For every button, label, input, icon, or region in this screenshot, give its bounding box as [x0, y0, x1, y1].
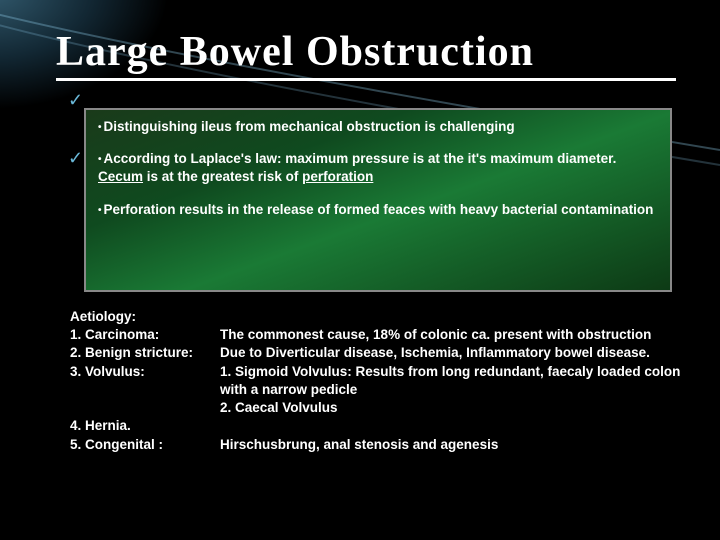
bullet-2: •According to Laplace's law: maximum pre… [98, 150, 658, 186]
aetiology-item: 4. Hernia. [70, 417, 690, 435]
aetiology-section: Aetiology: 1. Carcinoma: The commonest c… [70, 308, 690, 454]
aet-desc: 2. Caecal Volvulus [220, 399, 690, 417]
aet-desc [220, 417, 690, 435]
bullet-2-perforation: perforation [302, 169, 373, 184]
slide-title: Large Bowel Obstruction [56, 28, 676, 81]
aetiology-item: 2. Caecal Volvulus [70, 399, 690, 417]
aet-desc: Hirschusbrung, anal stenosis and agenesi… [220, 436, 690, 454]
aet-desc: Due to Diverticular disease, Ischemia, I… [220, 344, 690, 362]
bullet-2-post: is at the greatest risk of [143, 169, 302, 184]
aet-label: 2. Benign stricture: [70, 344, 220, 362]
aet-label: 3. Volvulus: [70, 363, 220, 399]
checkmark-icon: ✓ [68, 148, 83, 169]
bullet-1-text: Distinguishing ileus from mechanical obs… [104, 119, 515, 134]
aetiology-item: 1. Carcinoma: The commonest cause, 18% o… [70, 326, 690, 344]
checkmark-icon: ✓ [68, 90, 83, 111]
aetiology-item: 5. Congenital : Hirschusbrung, anal sten… [70, 436, 690, 454]
aet-desc: The commonest cause, 18% of colonic ca. … [220, 326, 690, 344]
aetiology-item: 3. Volvulus: 1. Sigmoid Volvulus: Result… [70, 363, 690, 399]
aetiology-heading: Aetiology: [70, 308, 690, 326]
aet-label: 5. Congenital : [70, 436, 220, 454]
bullet-2-pre: According to Laplace's law: maximum pres… [104, 151, 617, 166]
bullet-1: •Distinguishing ileus from mechanical ob… [98, 118, 658, 136]
aet-label: 1. Carcinoma: [70, 326, 220, 344]
aetiology-item: 2. Benign stricture: Due to Diverticular… [70, 344, 690, 362]
aet-desc: 1. Sigmoid Volvulus: Results from long r… [220, 363, 690, 399]
bullet-3: •Perforation results in the release of f… [98, 201, 658, 219]
aet-label [70, 399, 220, 417]
bullet-3-text: Perforation results in the release of fo… [104, 202, 654, 217]
highlight-box: •Distinguishing ileus from mechanical ob… [84, 108, 672, 292]
bullet-2-cecum: Cecum [98, 169, 143, 184]
aet-label: 4. Hernia. [70, 417, 220, 435]
